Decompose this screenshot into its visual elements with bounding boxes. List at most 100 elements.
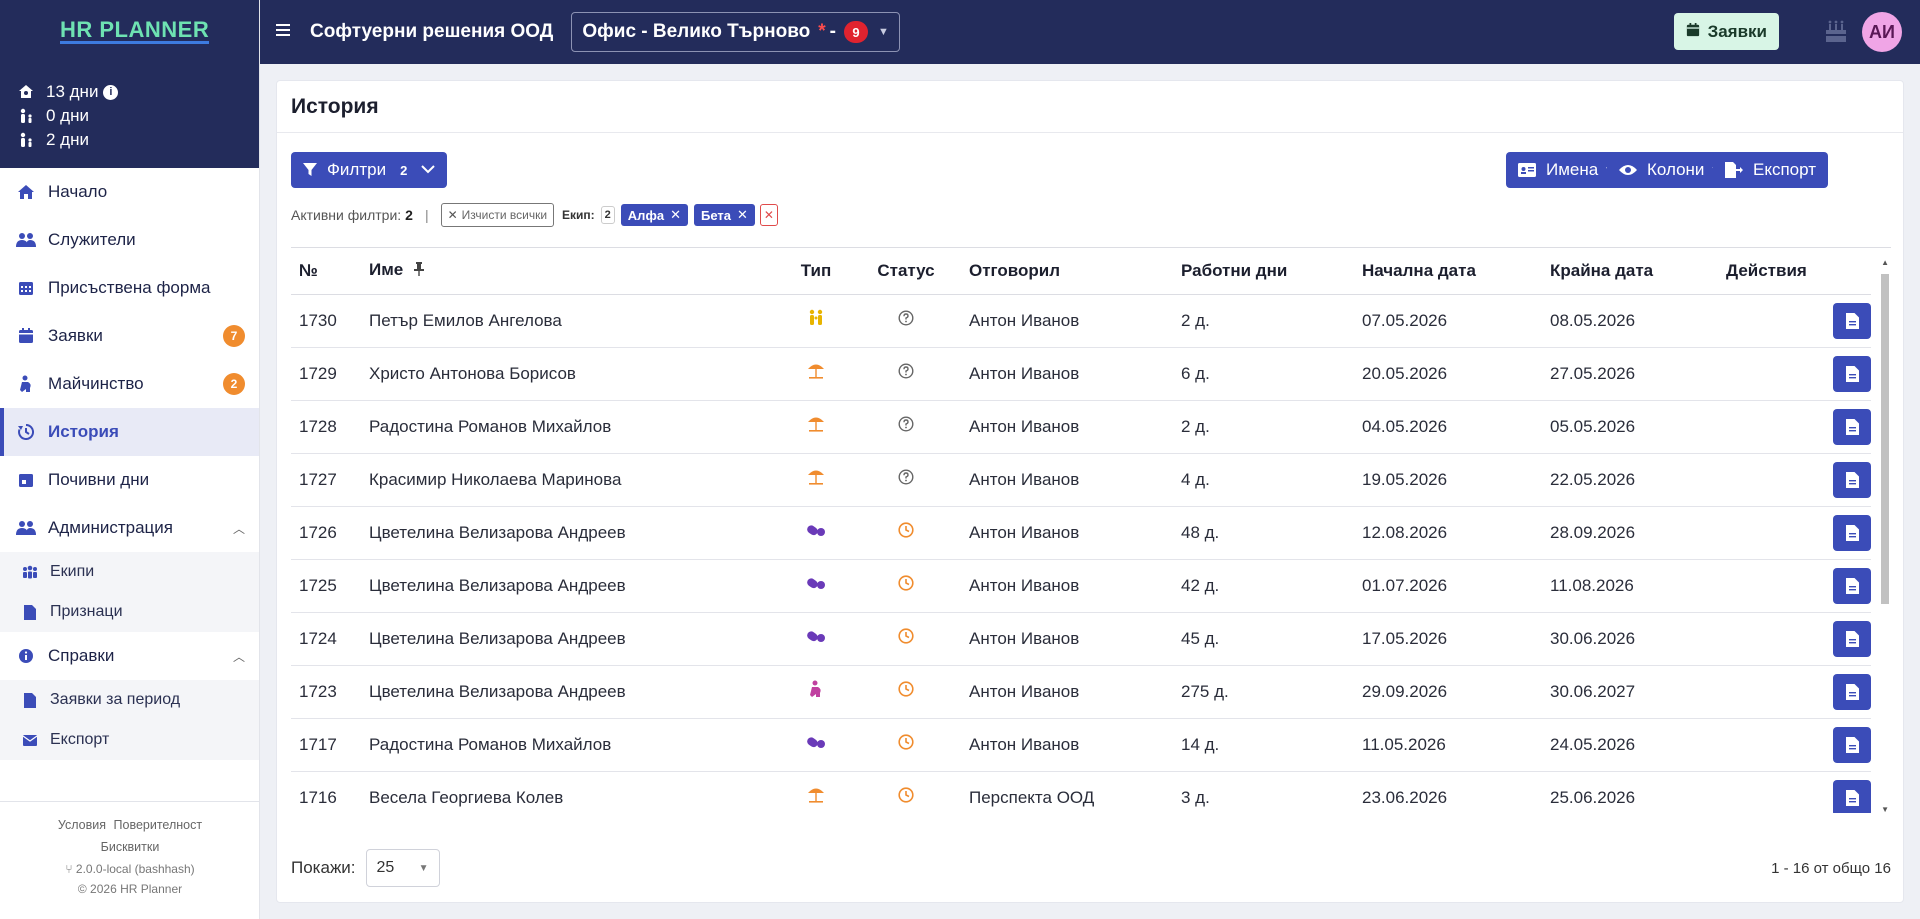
cell-end: 24.05.2026 [1542,718,1718,772]
col-name[interactable]: Име [361,248,781,295]
cell-name: Цветелина Велизарова Андреев [361,665,781,719]
file-icon [1845,471,1859,488]
view-document-button[interactable] [1833,514,1871,551]
scrollbar[interactable]: ▲ ▼ [1879,258,1891,813]
col-approver[interactable]: Отговорил [961,248,1173,295]
nav-maternity[interactable]: Майчинство 2 [0,360,259,408]
file-icon [1845,630,1859,647]
cell-approver: Перспекта ООД [961,771,1173,813]
nav-attendance[interactable]: Присъствена форма [0,264,259,312]
branch-icon: ⑂ [65,862,73,876]
footer-links-2: Бисквитки [0,836,260,858]
col-status[interactable]: Статус [851,248,961,295]
users-icon [16,230,36,250]
col-workdays[interactable]: Работни дни [1173,248,1354,295]
cell-workdays: 275 д. [1173,665,1354,719]
view-document-button[interactable] [1833,408,1871,445]
col-type[interactable]: Тип [781,248,851,295]
view-document-button[interactable] [1833,673,1871,710]
nav-attributes[interactable]: Признаци [0,592,259,632]
clear-team-filter-button[interactable]: ✕ [759,204,778,226]
col-start[interactable]: Начална дата [1354,248,1542,295]
cell-start: 07.05.2026 [1354,294,1542,348]
nav-holidays[interactable]: Почивни дни [0,456,259,504]
view-document-button[interactable] [1833,355,1871,392]
page-size-select[interactable]: 25 ▼ [365,849,440,887]
requests-count-badge: 7 [223,325,245,347]
cell-num: 1726 [291,506,361,560]
birthday-cake-icon[interactable] [1824,16,1848,49]
scroll-down-icon[interactable]: ▼ [1881,805,1889,813]
table-row[interactable]: 1723 Цветелина Велизарова Андреев Антон Ив… [291,665,1871,719]
user-avatar[interactable]: АИ [1862,12,1902,52]
close-icon[interactable]: ✕ [670,207,681,222]
cell-actions [1718,453,1871,507]
info-icon[interactable]: i [103,84,119,100]
office-select[interactable]: Офис - Велико Търново * - 9 ▼ [571,12,900,52]
filter-icon [303,163,317,177]
cookies-link[interactable]: Бисквитки [100,840,160,854]
nav-teams[interactable]: Екипи [0,552,259,592]
columns-button[interactable]: Колони ▼ [1607,152,1733,188]
cell-name: Красимир Николаева Маринова [361,453,781,507]
nav-period-requests[interactable]: Заявки за период [0,680,259,720]
table-row[interactable]: 1725 Цветелина Велизарова Андреев Антон Ив… [291,559,1871,613]
hamburger-icon[interactable] [276,23,292,41]
view-document-button[interactable] [1833,567,1871,604]
table-row[interactable]: 1729 Христо Антонова Борисов Антон Иванов 6… [291,347,1871,401]
chevron-up-icon: ︿ [232,521,245,536]
col-num[interactable]: № [291,248,361,295]
table-row[interactable]: 1717 Радостина Романов Михайлов Антон Иван… [291,718,1871,772]
close-icon[interactable]: ✕ [736,207,748,222]
nav-reports[interactable]: Справки ︿ [0,632,259,680]
team-icon [22,564,38,580]
view-document-button[interactable] [1833,779,1871,813]
nav-history[interactable]: История [0,408,259,456]
office-marker: * [818,21,826,42]
filters-count: 2 [400,162,408,178]
export-button[interactable]: Експорт [1713,152,1828,188]
vacation-icon [16,84,36,100]
scrollbar-thumb[interactable] [1881,274,1889,604]
names-button[interactable]: Имена ▼ [1506,152,1627,188]
table-row[interactable]: 1730 Петър Емилов Ангелова Антон Иванов 2 д… [291,294,1871,348]
nav-export[interactable]: Експорт [0,720,259,760]
nav-home[interactable]: Начало [0,168,259,216]
requests-button[interactable]: Заявки [1673,13,1779,50]
view-document-button[interactable] [1833,461,1871,498]
filters-button[interactable]: Филтри 2 [291,152,448,188]
table-row[interactable]: 1724 Цветелина Велизарова Андреев Антон Ив… [291,612,1871,666]
cell-status [851,612,961,666]
clear-all-filters-button[interactable]: ✕ Изчисти всички [440,203,555,227]
table-row[interactable]: 1728 Радостина Романов Михайлов Антон Иван… [291,400,1871,454]
table-body: 1730 Петър Емилов Ангелова Антон Иванов 2 д… [291,294,1871,813]
cell-status [851,506,961,560]
col-end[interactable]: Крайна дата [1542,248,1718,295]
nav-requests[interactable]: Заявки 7 [0,312,259,360]
cell-status [851,347,961,401]
cell-end: 27.05.2026 [1542,347,1718,401]
nav-employees[interactable]: Служители [0,216,259,264]
pin-icon[interactable] [413,261,424,281]
app-logo[interactable]: HR PLANNER [60,17,210,44]
view-document-button[interactable] [1833,302,1871,339]
cell-actions [1718,294,1871,348]
view-document-button[interactable] [1833,726,1871,763]
file-icon [1845,736,1859,753]
view-document-button[interactable] [1833,620,1871,657]
filter-chip-beta[interactable]: Бета ✕ [693,204,755,226]
terms-link[interactable]: Условия [57,818,107,832]
table-row[interactable]: 1726 Цветелина Велизарова Андреев Антон Ив… [291,506,1871,560]
cell-approver: Антон Иванов [961,665,1173,719]
cell-workdays: 14 д. [1173,718,1354,772]
filter-chip-alpha[interactable]: Алфа ✕ [620,204,688,226]
nav-admin[interactable]: Администрация ︿ [0,504,259,552]
table-row[interactable]: 1727 Красимир Николаева Маринова Антон Ива… [291,453,1871,507]
person-child-icon [16,132,36,148]
table-row[interactable]: 1716 Весела Георгиева Колев Перспекта ООД 3… [291,771,1871,813]
scroll-up-icon[interactable]: ▲ [1881,258,1889,267]
privacy-link[interactable]: Поверителност [113,818,203,832]
cell-status [851,294,961,348]
sidebar-footer: Условия Поверителност Бисквитки ⑂ 2.0.0-… [0,801,260,919]
nav-attendance-label: Присъствена форма [48,278,211,297]
